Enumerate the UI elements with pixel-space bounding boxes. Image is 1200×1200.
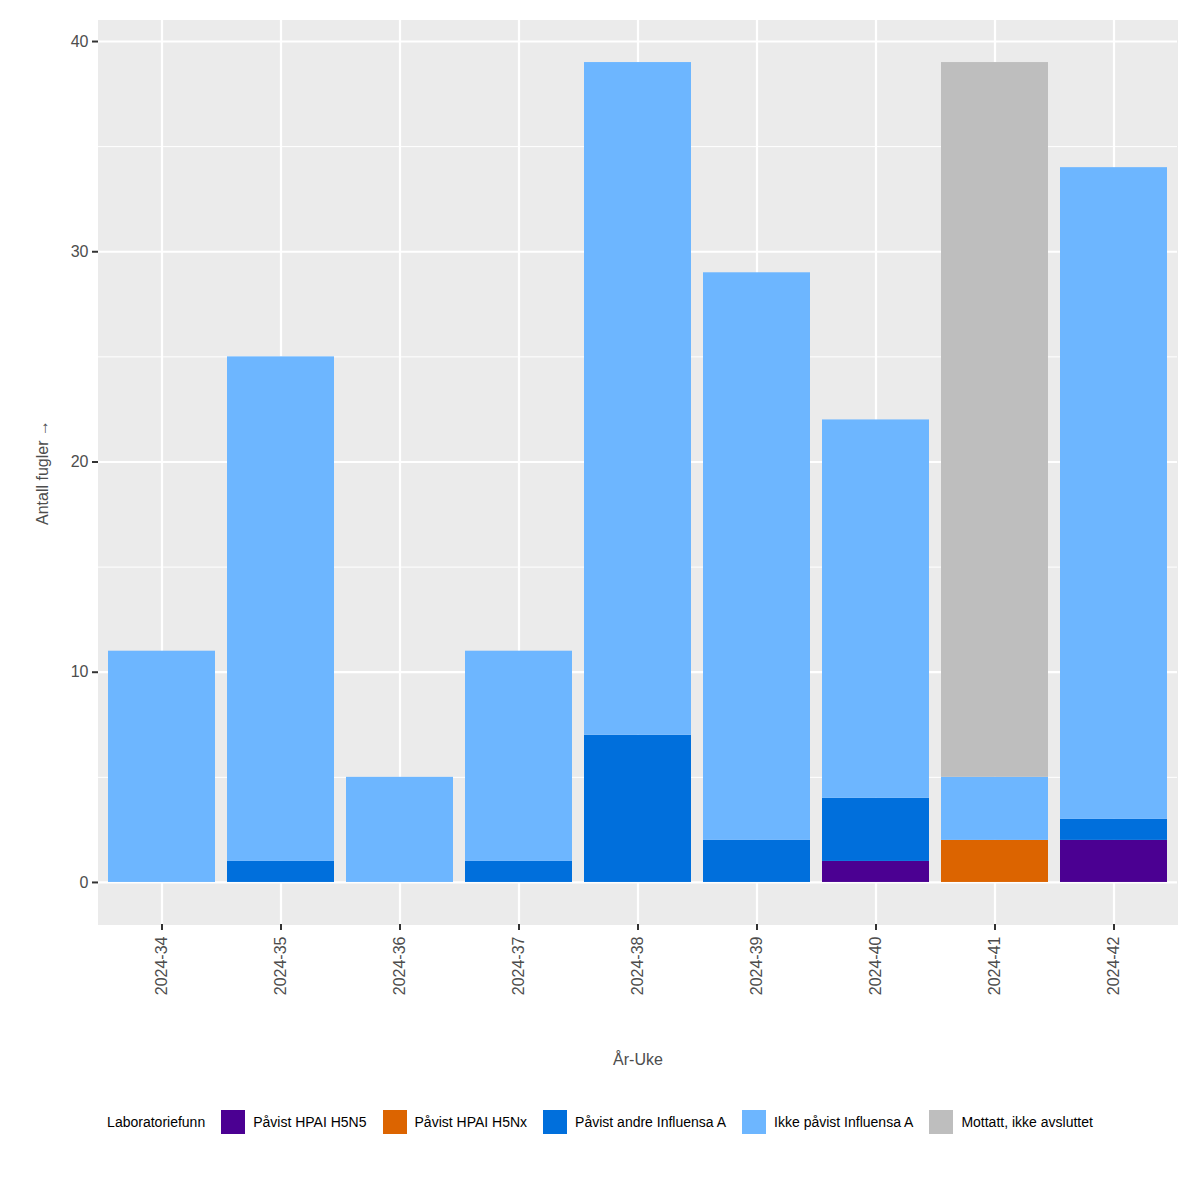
html-text:Mottatt, ikke avsluttet: Mottatt, ikke avsluttet [961, 1114, 1093, 1130]
svg-text:2024-35: 2024-35 [272, 936, 289, 995]
html-text:Påvist andre Influensa A: Påvist andre Influensa A [575, 1114, 727, 1130]
html-text:Laboratoriefunn: Laboratoriefunn [107, 1114, 206, 1130]
html-text:Påvist HPAI H5N5: Påvist HPAI H5N5 [253, 1114, 367, 1130]
svg-text:År-Uke: År-Uke [613, 1050, 663, 1068]
svg-text:40: 40 [71, 33, 89, 50]
svg-text:2024-41: 2024-41 [986, 936, 1003, 995]
svg-text:2024-34: 2024-34 [153, 936, 170, 995]
svg-text:2024-38: 2024-38 [629, 936, 646, 995]
html-text:Påvist HPAI H5Nx: Påvist HPAI H5Nx [414, 1114, 528, 1130]
svg-text:2024-40: 2024-40 [867, 936, 884, 995]
svg-text:Antall fugler →: Antall fugler → [34, 420, 51, 525]
svg-text:2024-39: 2024-39 [748, 936, 765, 995]
svg-text:10: 10 [71, 663, 89, 680]
html-text:Ikke påvist Influensa A: Ikke påvist Influensa A [774, 1114, 914, 1130]
svg-text:20: 20 [71, 453, 89, 470]
svg-text:2024-37: 2024-37 [510, 936, 527, 995]
svg-text:30: 30 [71, 243, 89, 260]
svg-text:0: 0 [80, 874, 89, 891]
svg-text:2024-36: 2024-36 [391, 936, 408, 995]
svg-text:2024-42: 2024-42 [1105, 936, 1122, 995]
